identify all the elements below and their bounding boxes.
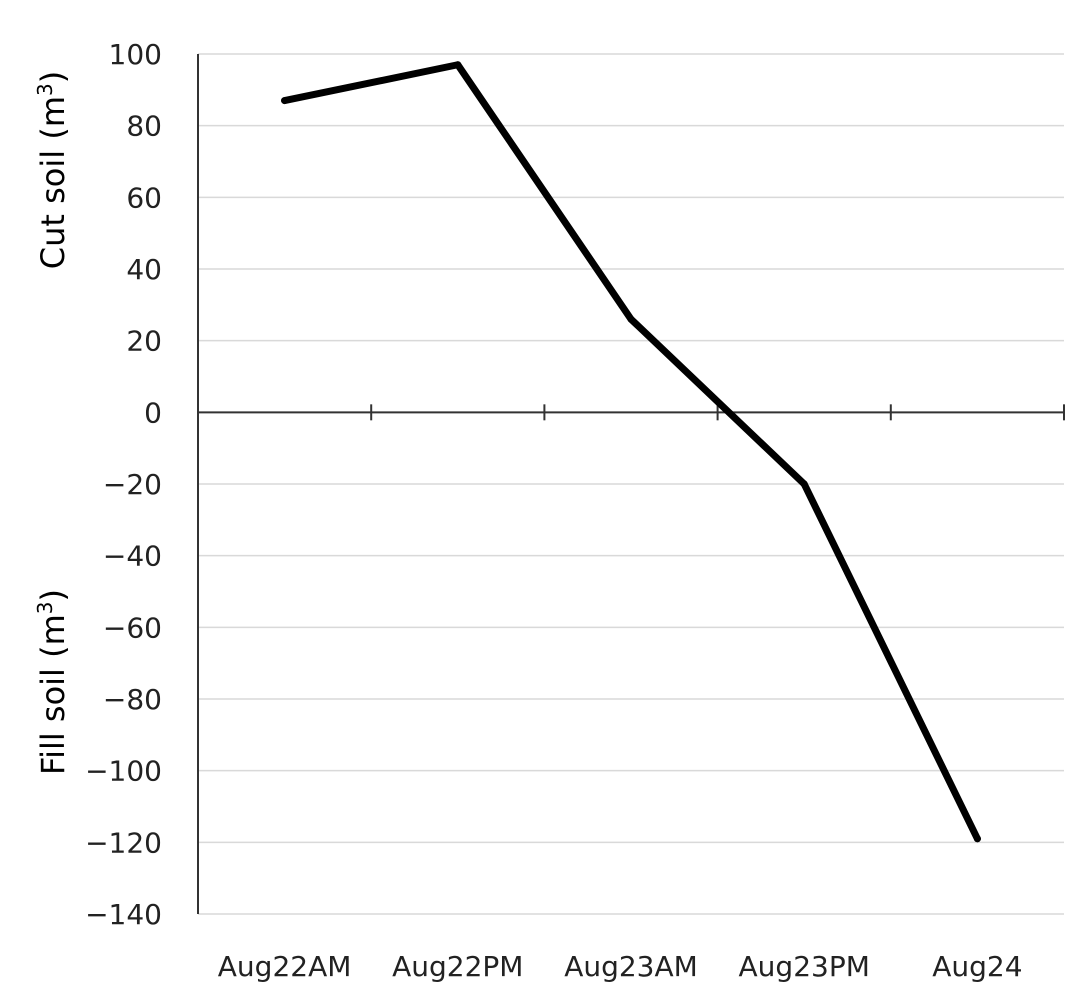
y-tick-label: 40 — [126, 253, 162, 286]
x-tick-label: Aug22PM — [392, 950, 523, 983]
data-point — [281, 97, 289, 105]
x-axis-tick-marks — [197, 404, 1065, 421]
series-line — [281, 61, 981, 843]
y-tick-label: −100 — [85, 755, 162, 788]
x-axis-tick-labels: Aug22AM Aug22PM Aug23AM Aug23PM Aug24 — [218, 950, 1023, 983]
y-axis-tick-labels: 100 80 60 40 20 0 −20 −40 −60 −80 −100 −120 −140 — [85, 38, 162, 931]
y-tick-label: −40 — [103, 540, 162, 573]
data-point — [973, 835, 981, 843]
y-tick-label: 20 — [126, 325, 162, 358]
x-tick-label: Aug23AM — [564, 950, 698, 983]
y-tick-label: 0 — [144, 396, 162, 429]
data-point — [800, 480, 808, 488]
y-tick-label: −120 — [85, 826, 162, 859]
y-tick-label: 60 — [126, 181, 162, 214]
x-tick-label: Aug23PM — [739, 950, 870, 983]
y-tick-label: −20 — [103, 468, 162, 501]
y-axis-title-upper: Cut soil (m3) — [33, 71, 72, 269]
y-tick-label: −80 — [103, 683, 162, 716]
x-tick-label: Aug24 — [932, 950, 1022, 983]
y-tick-label: −60 — [103, 611, 162, 644]
y-tick-label: −140 — [85, 898, 162, 931]
gridlines — [198, 53, 1064, 915]
y-tick-label: 100 — [109, 38, 162, 71]
y-tick-label: 80 — [126, 110, 162, 143]
data-point — [627, 315, 635, 323]
data-point — [454, 61, 462, 69]
x-tick-label: Aug22AM — [218, 950, 352, 983]
y-axis-title-lower: Fill soil (m3) — [33, 589, 72, 775]
data-points — [281, 61, 981, 843]
